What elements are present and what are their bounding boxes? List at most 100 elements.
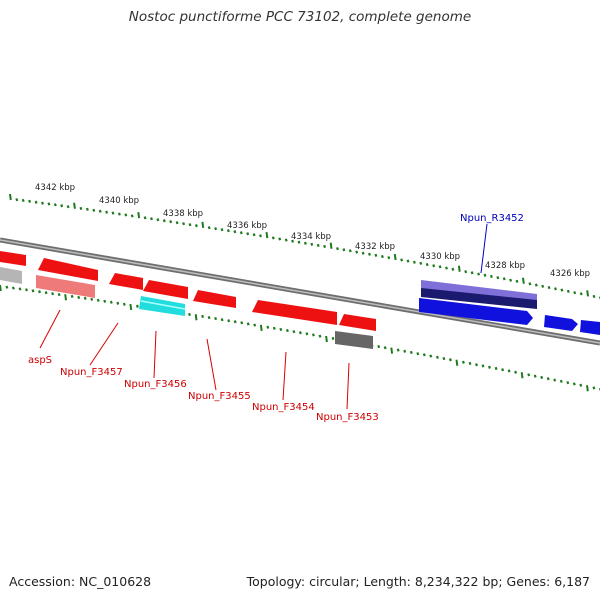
upper-tick-59 bbox=[387, 256, 391, 260]
upper-tick-67 bbox=[438, 265, 442, 269]
lower-tick-35 bbox=[227, 319, 231, 323]
lower-tick-41 bbox=[266, 325, 270, 329]
secondary-feature-track bbox=[0, 267, 373, 349]
lower-tick-72 bbox=[468, 361, 472, 366]
upper-tick-77 bbox=[502, 277, 506, 281]
upper-tick-76 bbox=[496, 276, 500, 280]
upper-tick-82 bbox=[534, 283, 538, 287]
upper-tick-27 bbox=[182, 222, 186, 226]
lower-tick-36 bbox=[233, 320, 237, 324]
tick-label-4342: 4342 kbp bbox=[35, 183, 75, 193]
upper-tick-89 bbox=[579, 292, 583, 296]
gene-arrow-leftmost[interactable] bbox=[0, 251, 26, 266]
upper-tick-43 bbox=[284, 238, 288, 242]
upper-tick-63 bbox=[412, 260, 416, 264]
upper-tick-74 bbox=[483, 273, 487, 277]
navy-feature[interactable] bbox=[421, 288, 537, 309]
purple-feature[interactable] bbox=[421, 280, 537, 302]
gene-label-npun-f3455[interactable]: Npun_F3455 bbox=[188, 391, 251, 402]
upper-tick-48 bbox=[316, 243, 320, 248]
gray-feature-left[interactable] bbox=[0, 267, 22, 284]
lower-tick-39 bbox=[253, 323, 257, 327]
dark-gray-feature[interactable] bbox=[335, 331, 373, 349]
gene-arrow-4[interactable] bbox=[193, 290, 236, 308]
accession-text: Accession: NC_010628 bbox=[9, 574, 152, 589]
lower-tick-33 bbox=[214, 316, 218, 321]
upper-tick-71 bbox=[464, 270, 468, 274]
lower-tick-79 bbox=[514, 370, 518, 374]
upper-tick-54 bbox=[355, 250, 359, 254]
tick-label-4330: 4330 kbp bbox=[420, 252, 460, 262]
upper-tick-8 bbox=[60, 204, 64, 208]
upper-tick-73 bbox=[477, 272, 481, 276]
lower-tick-29 bbox=[188, 312, 191, 317]
lower-tick-8 bbox=[51, 292, 55, 296]
lower-tick-49 bbox=[318, 334, 322, 338]
lower-tick-66 bbox=[429, 354, 433, 358]
upper-tick-61 bbox=[400, 258, 404, 262]
lower-tick-21 bbox=[135, 304, 139, 308]
gene-arrow-6[interactable] bbox=[339, 314, 376, 331]
lower-tick-12 bbox=[77, 295, 81, 300]
gene-label-asps[interactable]: aspS bbox=[28, 355, 52, 366]
upper-tick-21 bbox=[143, 216, 147, 220]
tick-label-4326: 4326 kbp bbox=[550, 269, 590, 279]
gene-arrow-5[interactable] bbox=[252, 300, 337, 325]
lower-tick-85 bbox=[553, 378, 557, 382]
lower-tick-42 bbox=[272, 326, 276, 330]
upper-tick-56 bbox=[368, 252, 371, 256]
upper-tick-51 bbox=[336, 247, 339, 251]
lower-tick-65 bbox=[422, 353, 426, 357]
upper-tick-34 bbox=[226, 229, 230, 233]
gene-arrow-forward-2[interactable] bbox=[544, 315, 578, 331]
upper-tick-17 bbox=[117, 212, 121, 216]
pink-feature[interactable] bbox=[36, 275, 95, 298]
upper-tick-7 bbox=[53, 203, 57, 207]
lower-tick-40 bbox=[259, 324, 263, 332]
gene-label-npun-r3452[interactable]: Npun_R3452 bbox=[460, 213, 524, 224]
gene-label-npun-f3456[interactable]: Npun_F3456 bbox=[124, 379, 187, 390]
gene-arrow-2[interactable] bbox=[109, 273, 143, 290]
lower-tick-0 bbox=[0, 284, 2, 292]
upper-tick-42 bbox=[278, 237, 282, 241]
upper-tick-32 bbox=[214, 227, 218, 231]
upper-tick-66 bbox=[432, 264, 436, 268]
upper-tick-28 bbox=[188, 223, 192, 227]
lower-tick-76 bbox=[494, 366, 498, 371]
upper-tick-15 bbox=[105, 210, 109, 214]
lower-tick-17 bbox=[109, 300, 113, 304]
upper-tick-83 bbox=[541, 284, 545, 288]
upper-tick-26 bbox=[175, 221, 179, 225]
gene-arrow-forward-3[interactable] bbox=[580, 320, 600, 335]
lower-tick-34 bbox=[220, 318, 224, 322]
upper-tick-57 bbox=[374, 253, 378, 257]
lower-tick-61 bbox=[396, 348, 400, 352]
gene-label-npun-f3454[interactable]: Npun_F3454 bbox=[252, 402, 315, 413]
lower-tick-20 bbox=[129, 303, 133, 311]
gene-label-npun-f3457[interactable]: Npun_F3457 bbox=[60, 367, 123, 378]
gene-arrow-3[interactable] bbox=[143, 280, 188, 299]
map-title: Nostoc punctiforme PCC 73102, complete g… bbox=[128, 9, 472, 25]
gene-label-npun-f3453[interactable]: Npun_F3453 bbox=[316, 412, 379, 423]
gene-arrow-npun-r3452[interactable] bbox=[419, 298, 533, 325]
lower-tick-75 bbox=[488, 365, 491, 369]
tick-label-4338: 4338 kbp bbox=[163, 209, 203, 219]
lower-tick-31 bbox=[201, 314, 205, 319]
lower-tick-38 bbox=[246, 322, 250, 326]
lower-tick-59 bbox=[383, 346, 387, 350]
gene-arrow-1[interactable] bbox=[38, 258, 98, 281]
cyan-feature[interactable] bbox=[139, 296, 185, 316]
upper-tick-ring bbox=[9, 193, 600, 300]
upper-tick-69 bbox=[451, 267, 455, 271]
lower-tick-15 bbox=[96, 298, 100, 302]
lower-tick-58 bbox=[377, 344, 381, 349]
tick-label-4334: 4334 kbp bbox=[291, 232, 331, 242]
lower-tick-6 bbox=[38, 290, 41, 294]
lower-tick-32 bbox=[207, 315, 211, 320]
lower-tick-87 bbox=[566, 381, 570, 385]
upper-tick-68 bbox=[445, 266, 448, 270]
upper-tick-47 bbox=[310, 242, 314, 246]
upper-tick-0 bbox=[9, 193, 12, 201]
lower-tick-74 bbox=[481, 364, 485, 368]
